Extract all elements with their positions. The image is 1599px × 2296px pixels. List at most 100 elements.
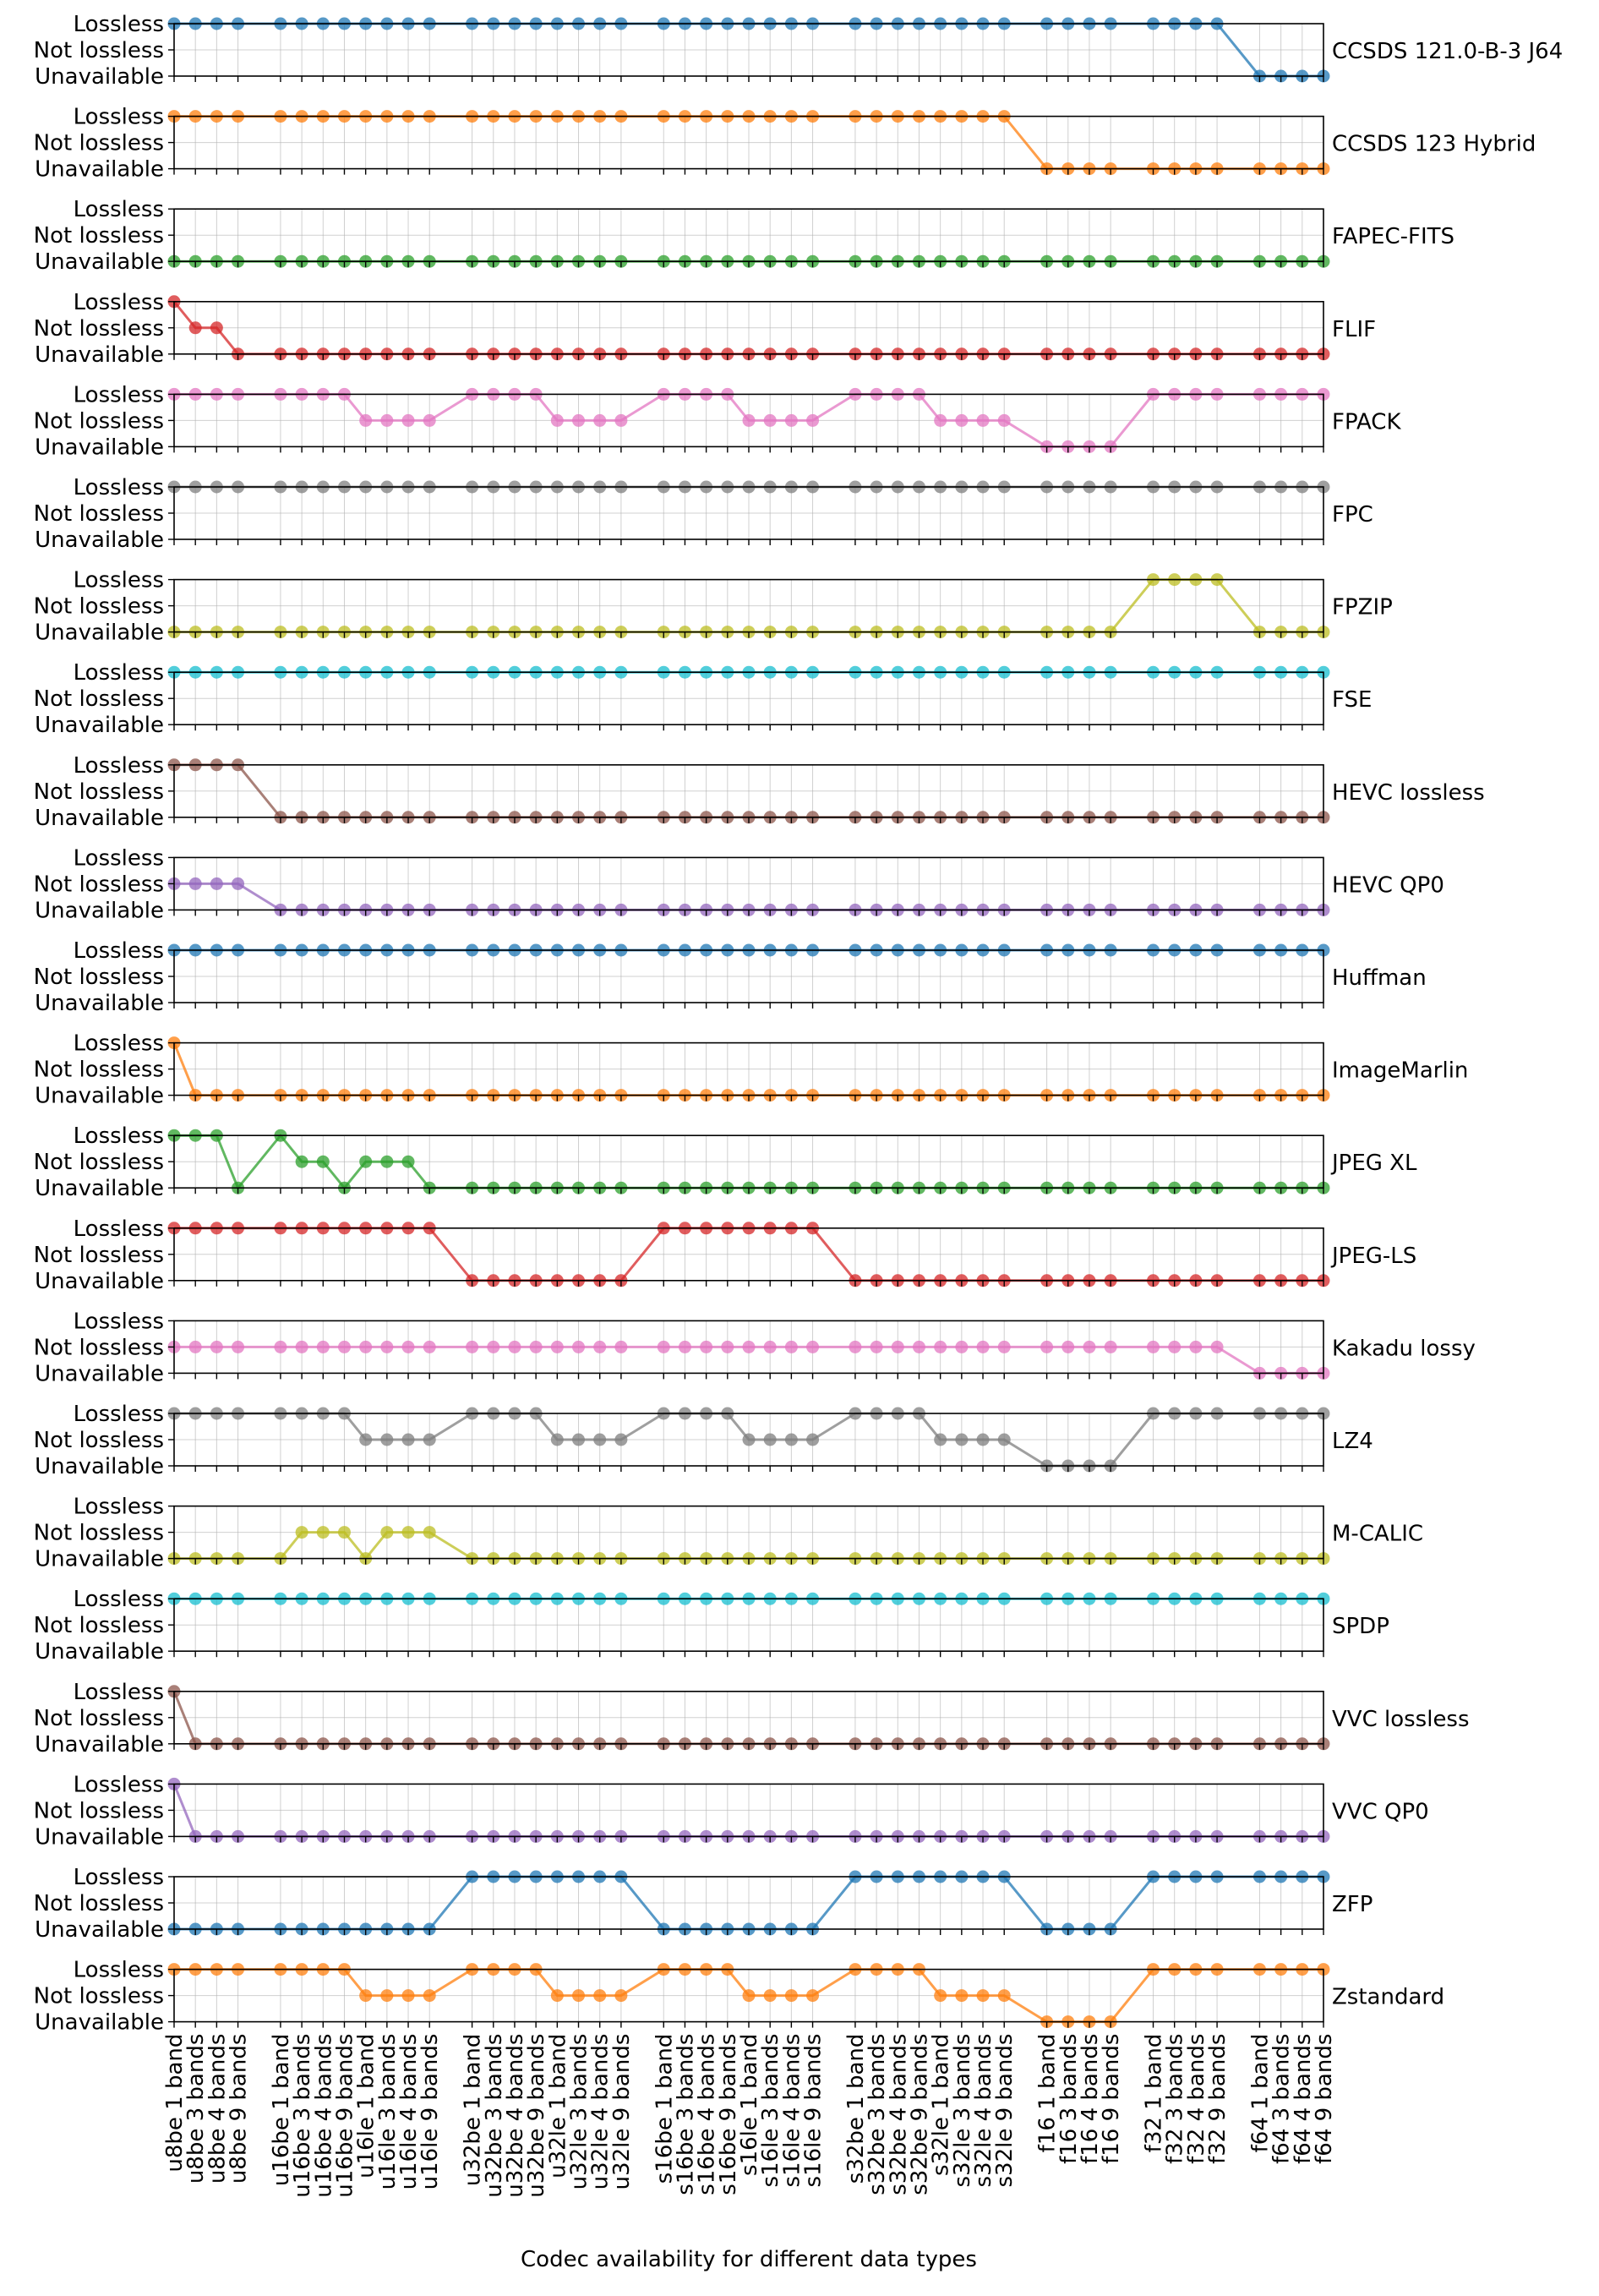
data-point xyxy=(188,321,202,335)
data-point xyxy=(572,1989,586,2003)
data-point xyxy=(401,1340,415,1353)
data-point xyxy=(423,1526,436,1539)
y-tick-label: Lossless xyxy=(74,938,164,964)
y-tick-label: Lossless xyxy=(74,568,164,593)
y-tick-label: Lossless xyxy=(74,1772,164,1797)
data-point xyxy=(359,1989,373,2003)
y-tick-label: Lossless xyxy=(74,1680,164,1705)
y-tick-label: Not lossless xyxy=(34,1243,164,1268)
data-point xyxy=(380,1526,394,1539)
y-tick-label: Unavailable xyxy=(35,1824,164,1850)
data-point xyxy=(934,1340,947,1353)
y-tick-label: Not lossless xyxy=(34,1150,164,1175)
x-tick-label: f16 3 bands xyxy=(1056,2034,1082,2164)
y-tick-label: Unavailable xyxy=(35,342,164,368)
y-tick-label: Lossless xyxy=(74,660,164,686)
y-tick-label: Not lossless xyxy=(34,501,164,527)
data-point xyxy=(593,1989,607,2003)
data-point xyxy=(934,1989,947,2003)
data-point xyxy=(466,1340,479,1353)
series-name-label: FAPEC-FITS xyxy=(1332,224,1454,249)
y-tick-label: Unavailable xyxy=(35,1454,164,1479)
y-tick-label: Unavailable xyxy=(35,1917,164,1943)
data-point xyxy=(997,1340,1011,1353)
x-tick-label: f32 1 band xyxy=(1142,2034,1167,2153)
x-tick-label: s16be 4 bands xyxy=(695,2034,720,2195)
data-point xyxy=(976,1433,990,1446)
series-name-label: HEVC lossless xyxy=(1332,780,1485,806)
data-point xyxy=(337,1340,351,1353)
x-tick-label: s16be 1 band xyxy=(652,2034,677,2184)
data-point xyxy=(997,1433,1011,1446)
y-tick-label: Not lossless xyxy=(34,1428,164,1453)
series-name-label: Zstandard xyxy=(1332,1985,1444,2010)
data-point xyxy=(955,413,969,427)
data-point xyxy=(316,1340,330,1353)
y-tick-label: Lossless xyxy=(74,12,164,37)
y-tick-label: Unavailable xyxy=(35,806,164,831)
series-name-label: FLIF xyxy=(1332,317,1376,342)
x-tick-label: f32 9 bands xyxy=(1205,2034,1231,2164)
series-name-label: ZFP xyxy=(1332,1892,1373,1917)
x-tick-label: f64 1 band xyxy=(1247,2034,1273,2153)
data-point xyxy=(806,1989,820,2003)
data-point xyxy=(976,1989,990,2003)
data-point xyxy=(316,1526,330,1539)
x-tick-label: s16be 9 bands xyxy=(716,2034,741,2195)
y-tick-label: Not lossless xyxy=(34,1706,164,1731)
x-tick-label: u8be 3 bands xyxy=(183,2034,209,2184)
x-tick-label: u16le 9 bands xyxy=(417,2034,443,2190)
y-tick-label: Not lossless xyxy=(34,872,164,897)
x-tick-label: u16be 1 band xyxy=(269,2034,294,2187)
data-point xyxy=(763,413,777,427)
y-tick-label: Lossless xyxy=(74,1031,164,1057)
y-tick-label: Lossless xyxy=(74,475,164,500)
series-name-label: M-CALIC xyxy=(1332,1522,1423,1547)
data-point xyxy=(401,413,415,427)
data-point xyxy=(1147,1340,1160,1353)
x-tick-label: u8be 4 bands xyxy=(205,2034,230,2184)
y-tick-label: Not lossless xyxy=(34,38,164,63)
data-point xyxy=(955,1989,969,2003)
series-name-label: Kakadu lossy xyxy=(1332,1336,1476,1361)
y-tick-label: Not lossless xyxy=(34,1335,164,1360)
x-tick-label: u32be 9 bands xyxy=(524,2034,549,2198)
data-point xyxy=(508,1340,521,1353)
data-point xyxy=(188,877,202,890)
x-tick-label: u8be 9 bands xyxy=(226,2034,252,2184)
data-point xyxy=(997,413,1011,427)
series-name-label: FPACK xyxy=(1332,409,1401,435)
data-point xyxy=(188,1340,202,1353)
series-name-label: FPC xyxy=(1332,502,1373,528)
data-point xyxy=(912,1340,925,1353)
y-tick-label: Lossless xyxy=(74,1865,164,1890)
data-point xyxy=(401,1989,415,2003)
data-point xyxy=(955,1433,969,1446)
data-point xyxy=(359,413,373,427)
y-tick-label: Lossless xyxy=(74,1309,164,1334)
y-tick-label: Not lossless xyxy=(34,686,164,712)
data-point xyxy=(401,1526,415,1539)
y-tick-label: Lossless xyxy=(74,1216,164,1242)
data-point xyxy=(763,1340,777,1353)
series-name-label: CCSDS 123 Hybrid xyxy=(1332,132,1536,157)
x-tick-label: s16le 9 bands xyxy=(801,2034,827,2188)
data-point xyxy=(572,413,586,427)
data-point xyxy=(955,1340,969,1353)
data-point xyxy=(572,1340,586,1353)
data-point xyxy=(1083,1340,1096,1353)
series-name-label: Huffman xyxy=(1332,965,1427,991)
y-tick-label: Not lossless xyxy=(34,1891,164,1916)
data-point xyxy=(487,1340,500,1353)
x-tick-label: u32le 1 band xyxy=(545,2034,570,2178)
y-tick-label: Not lossless xyxy=(34,1058,164,1083)
